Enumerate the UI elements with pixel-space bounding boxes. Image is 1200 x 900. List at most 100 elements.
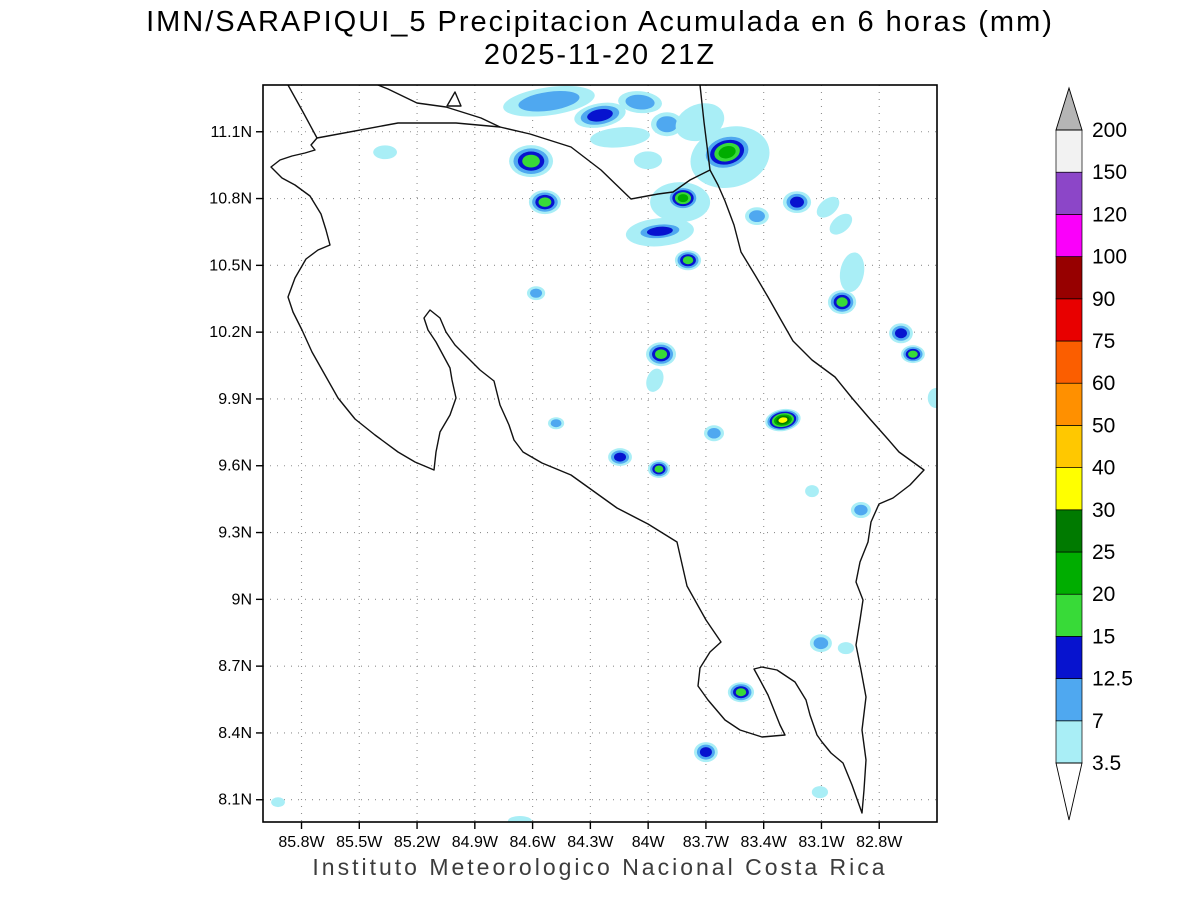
colorbar-segment (1055, 593, 1083, 637)
colorbar-segment (1055, 256, 1083, 300)
x-axis-tick-label: 84.9W (452, 834, 499, 851)
nicaragua-caribbean-coast (699, 85, 711, 171)
precip-cell-level (550, 419, 562, 428)
y-axis-tick-label: 11.1N (210, 124, 252, 141)
x-axis-tick-label: 85.8W (278, 834, 325, 851)
nicaragua-pacific-coast (287, 85, 318, 139)
colorbar-label: 15 (1092, 625, 1115, 648)
precip-cell-level (748, 210, 765, 223)
precip-cell-level (682, 256, 694, 265)
colorbar-label: 100 (1092, 246, 1127, 269)
colorbar-label: 150 (1092, 161, 1127, 184)
title-block: IMN/SARAPIQUI_5 Precipitacion Acumulada … (0, 6, 1200, 72)
precip-cell-level (590, 127, 650, 148)
precip-cell-level (587, 108, 613, 122)
y-axis-tick-label: 10.2N (209, 324, 252, 341)
colorbar-label: 20 (1092, 583, 1115, 606)
colorbar-label: 60 (1092, 372, 1115, 395)
precip-cell-level (646, 368, 664, 392)
y-axis-tick-label: 10.8N (209, 191, 252, 208)
precip-cell-level (646, 226, 673, 236)
precip-cell-level (927, 388, 937, 409)
colorbar-segment (1055, 382, 1083, 426)
y-axis-tick-label: 9N (232, 591, 252, 608)
colorbar: 3.5 7 12.5 15 20 25 30 40 50 60 75 90 100 120 150 200 (1055, 86, 1133, 821)
x-axis-tick-label: 85.2W (394, 834, 441, 851)
colorbar-label: 12.5 (1092, 668, 1133, 691)
plot-frame (262, 84, 938, 823)
precip-cell-level (675, 103, 725, 142)
coastlines (270, 85, 925, 814)
precip-cell-level (625, 94, 655, 110)
precip-cell-level (507, 815, 532, 822)
colorbar-segment (1055, 467, 1083, 511)
figure-datetime: 2025-11-20 21Z (483, 39, 717, 71)
precip-cell-level (839, 252, 865, 293)
x-axis-tick-label: 83.1W (798, 834, 845, 851)
colorbar-label: 7 (1092, 710, 1104, 733)
y-axis-tick-label: 9.9N (218, 391, 252, 408)
colorbar-label: 120 (1092, 203, 1127, 226)
precip-cell-level (778, 417, 788, 423)
precip-cell-level (718, 146, 736, 159)
precip-cell-level (677, 194, 689, 203)
y-axis-tick-label: 8.1N (218, 792, 252, 809)
colorbar-segment (1055, 551, 1083, 595)
y-axis-tick-label: 10.5N (209, 257, 252, 274)
x-axis-tick-label: 84.6W (509, 834, 556, 851)
grid-lines (263, 85, 937, 822)
precip-cell-level (854, 504, 868, 516)
precip-cell-level (707, 427, 721, 439)
precip-cell-level (522, 154, 540, 168)
precip-cell-level (655, 349, 668, 359)
precip-cell-level (829, 213, 853, 235)
attribution: Instituto Meteorologico Nacional Costa R… (312, 854, 888, 880)
x-axis-tick-label: 83.7W (683, 834, 730, 851)
colorbar-segment (1055, 214, 1083, 257)
y-axis-tick-label: 8.7N (218, 658, 252, 675)
colorbar-label: 40 (1092, 457, 1115, 480)
costa-rica-outline (270, 122, 925, 814)
precip-cell-level (735, 688, 747, 697)
colorbar-segment (1055, 425, 1083, 468)
precip-cell-level (816, 196, 840, 218)
x-axis-tick-label: 83.4W (741, 834, 788, 851)
precip-cell-level (654, 465, 664, 473)
precip-cell-level (518, 91, 580, 112)
colorbar-segment (1055, 340, 1083, 384)
precip-cell-level (836, 297, 848, 307)
precip-cell-level (373, 145, 397, 160)
precip-cell-level (699, 747, 712, 758)
colorbar-below-min-arrow (1055, 762, 1083, 821)
precip-cell-level (656, 116, 678, 133)
precip-cell-level (538, 197, 552, 207)
colorbar-label: 90 (1092, 288, 1115, 311)
precip-shading (271, 85, 937, 822)
y-axis-tick-label: 9.6N (218, 458, 252, 475)
x-axis-tick-label: 82.8W (856, 834, 903, 851)
colorbar-label: 200 (1092, 119, 1127, 142)
colorbar-segment (1055, 720, 1083, 764)
colorbar-segment (1055, 298, 1083, 342)
x-axis-tick-label: 84W (632, 834, 666, 851)
y-axis-tick-label: 8.4N (218, 725, 252, 742)
colorbar-above-max-arrow (1055, 86, 1083, 131)
colorbar-segment (1055, 509, 1083, 553)
precip-cell-level (811, 786, 829, 799)
axis-ticks-and-labels: 85.8W 85.5W 85.2W 84.9W 84.6W 84.3W 84W 83.7W 83… (209, 124, 903, 851)
colorbar-label: 50 (1092, 414, 1115, 437)
precip-cell-level (790, 196, 805, 208)
colorbar-label: 3.5 (1092, 752, 1121, 775)
precip-cell-level (633, 151, 663, 170)
lake-nicaragua-shore (377, 85, 501, 128)
precip-cell-level (271, 797, 285, 808)
colorbar-label: 30 (1092, 499, 1115, 522)
colorbar-segment (1055, 171, 1083, 215)
y-axis-tick-label: 9.3N (218, 525, 252, 542)
colorbar-label: 25 (1092, 541, 1115, 564)
precip-cell-level (837, 642, 855, 655)
precip-cell-level (805, 485, 819, 498)
precip-cell-level (894, 328, 907, 339)
